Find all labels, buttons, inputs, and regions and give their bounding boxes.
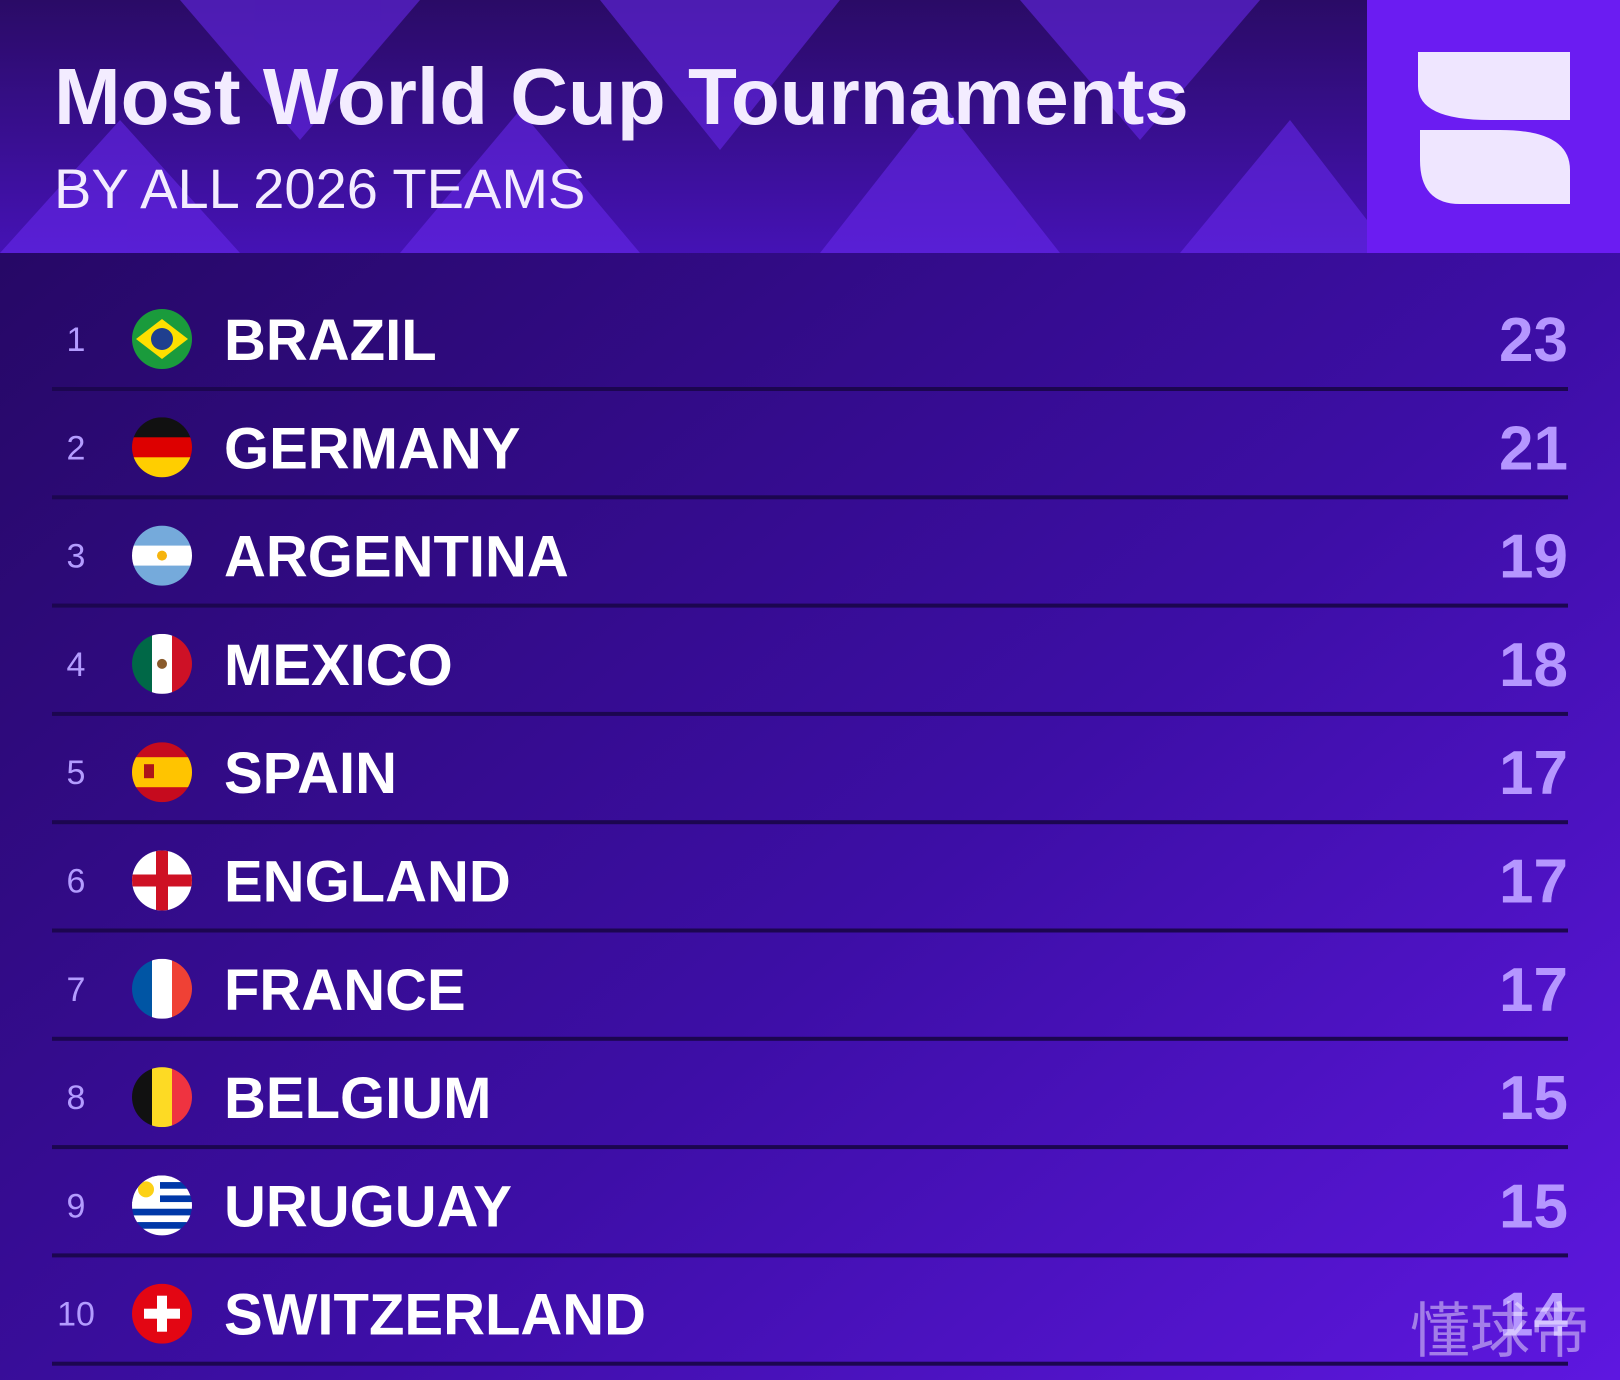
flag-part	[132, 1175, 192, 1183]
flag-part	[144, 764, 154, 779]
flag-part	[152, 1067, 173, 1128]
flag	[132, 1283, 192, 1344]
flag-part	[157, 550, 167, 561]
logo-background	[1367, 0, 1620, 253]
rank: 8	[67, 1079, 86, 1117]
watermark: 懂球帝	[1410, 1297, 1590, 1367]
rank: 3	[67, 538, 86, 576]
value: 17	[1499, 956, 1568, 1025]
rank: 6	[67, 863, 86, 901]
value: 23	[1499, 306, 1568, 375]
value: 15	[1499, 1064, 1568, 1133]
rank: 9	[67, 1187, 86, 1225]
flag-part	[132, 874, 192, 887]
value: 17	[1499, 848, 1568, 917]
flag-fill	[132, 417, 192, 478]
rank: 2	[67, 429, 86, 467]
flag-part	[151, 328, 173, 350]
rank: 10	[57, 1296, 95, 1334]
country: ARGENTINA	[224, 525, 569, 590]
flag	[132, 525, 192, 586]
flag-part	[132, 437, 192, 458]
flag-part	[132, 1202, 192, 1210]
flag-part	[132, 633, 153, 694]
flag-part	[132, 525, 192, 547]
flag-part	[132, 1188, 192, 1196]
flag-part	[152, 958, 173, 1019]
rank: 5	[67, 754, 86, 792]
row-divider	[52, 1036, 1568, 1041]
flag-part	[172, 1067, 192, 1128]
flag-part	[132, 417, 192, 438]
logo	[1418, 52, 1570, 204]
row-divider	[52, 603, 1568, 608]
row-divider	[52, 1253, 1568, 1258]
flag-part	[144, 1308, 180, 1319]
country: BELGIUM	[224, 1066, 491, 1131]
flag-part	[132, 1222, 192, 1230]
subtitle: BY ALL 2026 TEAMS	[54, 157, 585, 220]
flag	[132, 417, 192, 478]
flag-part	[132, 457, 192, 478]
row-divider	[52, 928, 1568, 933]
flag	[132, 309, 192, 369]
value: 19	[1499, 523, 1568, 592]
flag-fill	[132, 309, 192, 369]
row-divider	[52, 820, 1568, 825]
flag	[132, 1067, 192, 1128]
row-divider	[52, 1361, 1568, 1366]
flag	[132, 850, 192, 911]
flag-part	[132, 757, 192, 788]
country: BRAZIL	[224, 308, 437, 373]
country: MEXICO	[224, 633, 453, 698]
flag-part	[132, 565, 192, 586]
value: 18	[1499, 631, 1568, 700]
flag-fill	[132, 1283, 192, 1344]
country: SWITZERLAND	[224, 1283, 646, 1348]
row-divider	[52, 1145, 1568, 1150]
flag-part	[132, 1215, 192, 1223]
value: 15	[1499, 1172, 1568, 1241]
flag-part	[132, 1182, 192, 1190]
value: 14	[1499, 1281, 1568, 1350]
flag-fill	[132, 1067, 192, 1128]
flag-fill	[132, 958, 192, 1019]
title: Most World Cup Tournaments	[54, 52, 1189, 141]
flag-part	[132, 958, 153, 1019]
country: FRANCE	[224, 958, 466, 1023]
flag-fill	[132, 633, 192, 694]
rank: 1	[67, 321, 86, 359]
flag-part	[132, 1195, 192, 1203]
flag-fill	[132, 525, 192, 586]
country: URUGUAY	[224, 1174, 512, 1239]
flag	[132, 742, 192, 803]
rank: 4	[67, 646, 86, 684]
country: ENGLAND	[224, 850, 511, 915]
country: SPAIN	[224, 741, 397, 806]
flag	[132, 633, 192, 694]
row-divider	[52, 495, 1568, 500]
row-divider	[52, 711, 1568, 716]
flag-part	[157, 658, 167, 669]
flag	[132, 958, 192, 1019]
value: 17	[1499, 739, 1568, 808]
flag-part	[132, 1208, 192, 1216]
country: GERMANY	[224, 416, 520, 481]
flag-fill	[132, 742, 192, 803]
header-pattern	[0, 0, 1367, 253]
rank: 7	[67, 971, 86, 1009]
flag-part	[138, 1181, 154, 1198]
flag-part	[172, 958, 192, 1019]
flag-fill	[132, 850, 192, 911]
value: 21	[1499, 414, 1568, 483]
flag-part	[132, 1228, 192, 1236]
row-divider	[52, 387, 1568, 391]
flag-part	[132, 1067, 153, 1128]
flag-part	[172, 633, 192, 694]
